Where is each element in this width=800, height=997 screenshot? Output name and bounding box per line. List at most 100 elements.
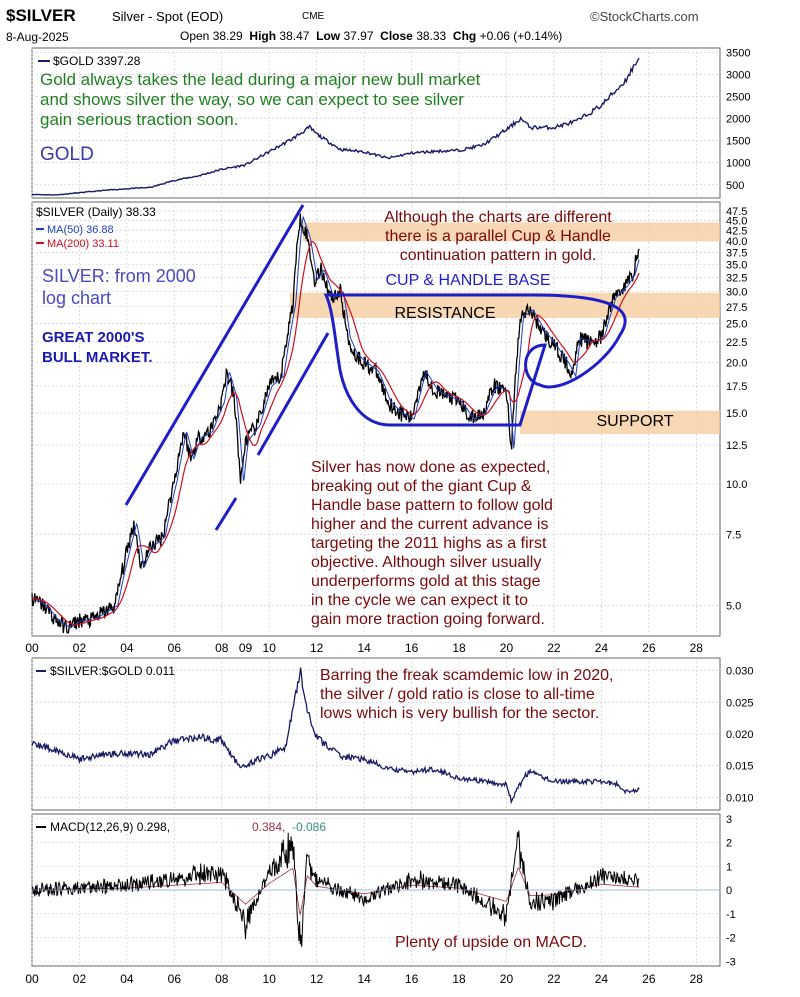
gold-y-tick-label: 500: [726, 180, 744, 192]
macd-signal-legend-label: 0.384,: [252, 820, 285, 834]
chart-date: 8-Aug-2025: [6, 30, 69, 44]
silver-annotation-line: Silver has now done as expected,: [311, 459, 550, 476]
gold-y-tick-label: 3000: [726, 69, 750, 81]
ratio-y-tick-label: 0.015: [726, 761, 754, 773]
cup-handle-base-label: CUP & HANDLE BASE: [385, 272, 550, 289]
silver-annotation-line: Handle base pattern to follow gold: [311, 497, 553, 514]
cup-and-handle-outline: [323, 293, 627, 427]
silver-x-tick-label: 22: [547, 641, 561, 655]
close-value: 38.33: [416, 29, 447, 43]
silver-x-tick-label: 26: [642, 641, 656, 655]
silver-x-tick-label: 24: [595, 641, 609, 655]
macd-x-tick-label: 14: [357, 972, 371, 986]
resistance-label: RESISTANCE: [394, 305, 495, 322]
silver-y-tick-label: 20.0: [726, 358, 747, 370]
macd-x-tick-label: 00: [25, 972, 39, 986]
macd-y-tick-label: 3: [726, 814, 732, 826]
silver-annotation-line: higher and the current advance is: [311, 516, 548, 533]
silver-y-tick-label: 47.5: [726, 206, 747, 218]
bull-channel-lower-line-segment: [214, 497, 238, 531]
silver-annotation-line: targeting the 2011 highs as a first: [311, 535, 547, 552]
gold-annotation-line: gain serious traction soon.: [40, 110, 238, 129]
ma200-legend-label: MA(200) 33.11: [47, 238, 119, 250]
gold-y-tick-label: 2000: [726, 114, 750, 126]
ratio-y-tick-label: 0.020: [726, 729, 754, 741]
gold-y-tick-label: 2500: [726, 92, 750, 104]
macd-x-tick-label: 08: [215, 972, 229, 986]
low-label: Low: [316, 29, 341, 43]
silver-x-tick-label: 09: [239, 641, 253, 655]
cup-handle-annotation-line: continuation pattern in gold.: [400, 247, 597, 264]
ma50-legend-label: MA(50) 36.88: [47, 224, 114, 236]
cup-handle-annotation-line: Although the charts are different: [384, 209, 612, 226]
silver-x-tick-label: 06: [168, 641, 182, 655]
silver-x-tick-label: 02: [73, 641, 87, 655]
ohlc-readout: Open 38.29 High 38.47 Low 37.97 Close 38…: [180, 29, 562, 43]
silver-x-tick-label: 12: [310, 641, 324, 655]
support-band: [520, 410, 720, 435]
bull-channel-upper-line: [124, 204, 305, 506]
macd-x-tick-label: 16: [405, 972, 419, 986]
cup-handle-annotation-line: there is a parallel Cup & Handle: [385, 228, 611, 245]
silver-y-tick-label: 37.5: [726, 247, 747, 259]
silver-y-tick-label: 15.0: [726, 408, 747, 420]
macd-legend-label: MACD(12,26,9) 0.298,: [50, 820, 170, 834]
macd-histogram-legend-label: -0.086: [292, 820, 326, 834]
silver-y-tick-label: 35.0: [726, 259, 747, 271]
silver-x-tick-label: 16: [405, 641, 419, 655]
gold-price-line: [31, 57, 640, 196]
macd-x-tick-label: 12: [310, 972, 324, 986]
low-value: 37.97: [343, 29, 374, 43]
chart-exchange: CME: [302, 11, 325, 22]
silver-annotation-line: in the cycle we can expect it to: [311, 592, 528, 609]
gold-y-tick-label: 3500: [726, 47, 750, 59]
macd-y-tick-label: -3: [726, 956, 736, 968]
silver-x-tick-label: 28: [690, 641, 704, 655]
macd-x-tick-label: 28: [690, 972, 704, 986]
silver-y-tick-label: 25.0: [726, 318, 747, 330]
ratio-y-tick-label: 0.030: [726, 666, 754, 678]
macd-x-tick-label: 04: [120, 972, 134, 986]
silver-y-tick-label: 40.0: [726, 236, 747, 248]
macd-y-tick-label: 0: [726, 885, 732, 897]
silver-x-tick-label: 20: [500, 641, 514, 655]
silver-x-tick-label: 10: [263, 641, 277, 655]
silver-y-tick-label: 42.5: [726, 225, 747, 237]
ratio-y-tick-label: 0.025: [726, 697, 754, 709]
silver-y-tick-label: 32.5: [726, 272, 747, 284]
ratio-annotation-line: Barring the freak scamdemic low in 2020,: [320, 667, 613, 684]
high-label: High: [249, 29, 277, 43]
high-value: 38.47: [279, 29, 310, 43]
macd-x-tick-label: 02: [73, 972, 87, 986]
silver-x-tick-label: 18: [452, 641, 466, 655]
macd-x-tick-label: 20: [500, 972, 514, 986]
silver-annotation-line: gain more traction going forward.: [311, 611, 545, 628]
silver-y-tick-label: 30.0: [726, 287, 747, 299]
macd-y-tick-label: -1: [726, 909, 736, 921]
macd-line: [31, 830, 640, 947]
ratio-annotation-line: lows which is very bullish for the secto…: [320, 705, 599, 722]
silver-annotation-line: breaking out of the giant Cup &: [311, 478, 532, 495]
macd-x-tick-label: 18: [452, 972, 466, 986]
ratio-y-tick-label: 0.010: [726, 792, 754, 804]
chg-value: +0.06 (+0.14%): [479, 29, 563, 43]
stockcharts-logo: ©StockCharts.com: [590, 9, 699, 24]
silver-x-tick-label: 14: [357, 641, 371, 655]
silver-legend-label: $SILVER (Daily) 38.33: [36, 205, 156, 219]
silver-y-tick-label: 7.5: [726, 529, 741, 541]
macd-x-tick-label: 24: [595, 972, 609, 986]
silver-y-tick-label: 12.5: [726, 440, 747, 452]
macd-y-tick-label: -2: [726, 933, 736, 945]
ratio-legend-label: $SILVER:$GOLD 0.011: [50, 664, 175, 678]
macd-x-tick-label: 26: [642, 972, 656, 986]
macd-x-tick-label: 06: [168, 972, 182, 986]
bull-channel-lower-line: [256, 332, 330, 456]
chart-description: Silver - Spot (EOD): [112, 9, 224, 24]
gold-legend-label: $GOLD 3397.28: [53, 54, 141, 68]
silver-x-tick-label: 08: [215, 641, 229, 655]
close-label: Close: [380, 29, 413, 43]
macd-y-tick-label: 2: [726, 838, 732, 850]
macd-annotation: Plenty of upside on MACD.: [395, 934, 587, 951]
silver-x-tick-label: 04: [120, 641, 134, 655]
